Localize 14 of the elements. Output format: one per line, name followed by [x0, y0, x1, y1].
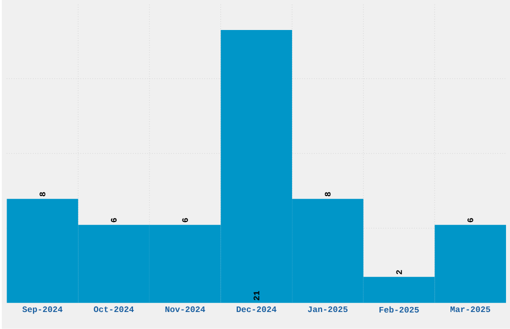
x-tick-label: Dec-2024 — [236, 306, 276, 312]
x-tick-label: Mar-2025 — [450, 306, 490, 312]
data-label: 21 — [254, 291, 260, 300]
data-label: 8 — [324, 192, 331, 196]
data-label: 6 — [182, 218, 188, 222]
x-tick-label: Jan-2025 — [308, 306, 348, 312]
data-label: 6 — [110, 218, 117, 222]
data-label: 2 — [396, 270, 402, 274]
x-tick-label: Nov-2024 — [165, 306, 206, 312]
data-label: 8 — [40, 192, 46, 196]
x-tick-label: Feb-2025 — [379, 306, 419, 313]
x-tick-label: Oct-2024 — [94, 306, 134, 312]
x-tick-label: Sep-2024 — [22, 306, 62, 314]
data-label: 6 — [467, 218, 474, 222]
